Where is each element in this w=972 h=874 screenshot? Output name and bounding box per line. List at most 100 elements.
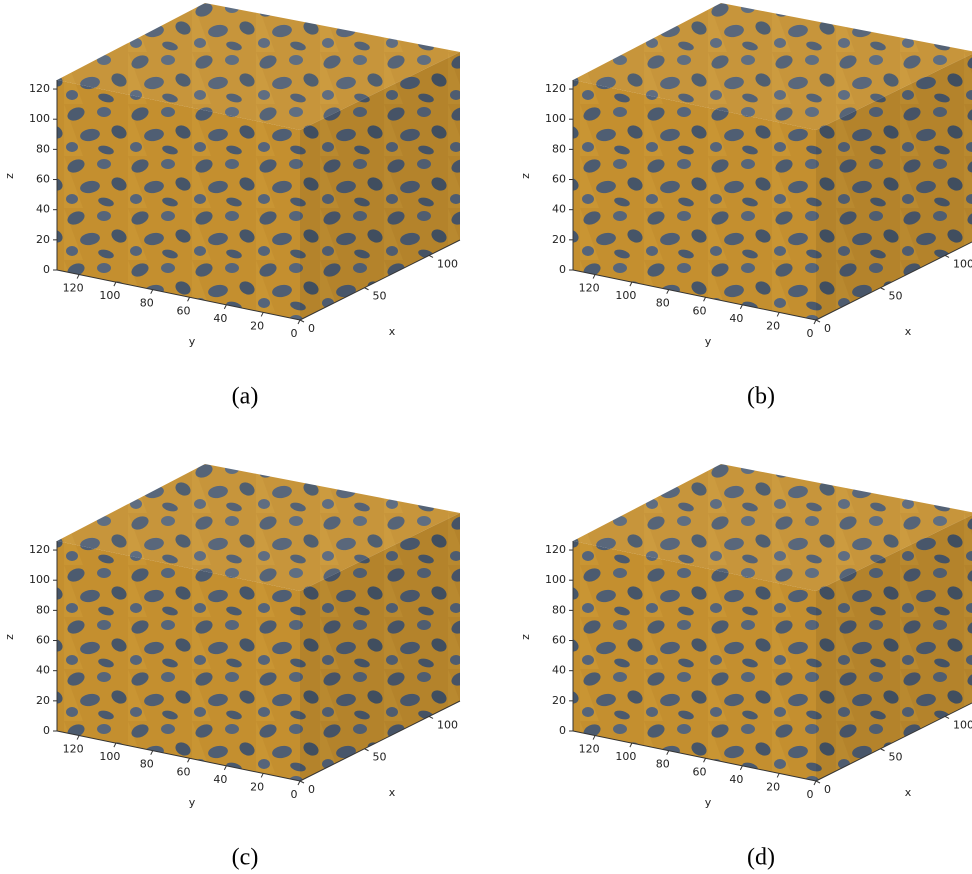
y-tick — [298, 781, 300, 785]
x-tick-label: 100 — [953, 257, 972, 270]
y-tick — [151, 290, 153, 294]
y-tick-label: 20 — [250, 780, 264, 793]
x-tick — [816, 781, 820, 783]
z-tick-label: 40 — [552, 203, 566, 216]
y-tick — [740, 305, 742, 309]
x-tick-label: 0 — [308, 783, 315, 796]
y-tick — [298, 320, 300, 324]
z-axis-label: z — [519, 173, 532, 179]
z-tick-label: 20 — [36, 694, 50, 707]
y-tick — [151, 751, 153, 755]
y-tick — [77, 275, 79, 279]
caption: (a) — [232, 384, 259, 410]
y-tick — [740, 766, 742, 770]
x-tick — [429, 255, 433, 257]
y-tick — [261, 773, 263, 777]
y-tick-label: 100 — [99, 289, 120, 302]
y-axis-label: y — [189, 796, 196, 809]
panel: 020406080100120020406080100120050100zyx(… — [3, 3, 460, 410]
z-tick-label: 80 — [36, 142, 50, 155]
y-tick-label: 60 — [693, 304, 707, 317]
z-tick-label: 80 — [552, 603, 566, 616]
z-tick-label: 100 — [29, 573, 50, 586]
texture-cube — [57, 3, 460, 320]
z-tick-label: 40 — [36, 203, 50, 216]
z-tick-label: 120 — [29, 82, 50, 95]
x-tick — [300, 781, 304, 783]
x-axis-label: x — [905, 325, 912, 338]
y-tick-label: 60 — [693, 765, 707, 778]
y-tick-label: 40 — [729, 312, 743, 325]
x-axis-label: x — [389, 786, 396, 799]
y-tick — [667, 290, 669, 294]
y-tick-label: 20 — [766, 319, 780, 332]
y-tick — [593, 736, 595, 740]
z-tick-label: 0 — [559, 724, 566, 737]
y-axis-label: y — [705, 796, 712, 809]
panel: 020406080100120020406080100120050100zyx(… — [519, 464, 972, 871]
y-tick-label: 100 — [615, 750, 636, 763]
z-tick-label: 60 — [552, 634, 566, 647]
x-tick-label: 100 — [437, 718, 458, 731]
z-tick-label: 20 — [36, 233, 50, 246]
y-tick — [814, 781, 816, 785]
z-tick-label: 60 — [552, 173, 566, 186]
y-tick-label: 40 — [213, 312, 227, 325]
y-tick — [814, 320, 816, 324]
figure: 0 20 40 60 80 100 120 0 20 40 60 80 100 120 0 50 100 z y x (… — [0, 0, 972, 874]
z-tick-label: 0 — [43, 724, 50, 737]
caption: (c) — [232, 845, 259, 871]
x-axis-label: x — [389, 325, 396, 338]
x-tick-label: 50 — [889, 751, 903, 764]
y-tick-label: 120 — [63, 282, 84, 295]
caption: (b) — [747, 384, 775, 410]
y-tick — [77, 736, 79, 740]
y-tick — [630, 282, 632, 286]
y-axis-label: y — [705, 335, 712, 348]
x-tick-label: 100 — [953, 718, 972, 731]
y-tick — [261, 312, 263, 316]
texture-cube — [57, 464, 460, 781]
y-tick — [704, 297, 706, 301]
y-tick-label: 60 — [177, 765, 191, 778]
y-tick-label: 40 — [729, 773, 743, 786]
y-tick — [188, 758, 190, 762]
y-tick — [704, 758, 706, 762]
y-tick-label: 80 — [656, 297, 670, 310]
y-tick — [630, 743, 632, 747]
y-tick — [593, 275, 595, 279]
y-tick-label: 20 — [250, 319, 264, 332]
y-tick-label: 20 — [766, 780, 780, 793]
y-tick-label: 100 — [615, 289, 636, 302]
x-tick-label: 100 — [437, 257, 458, 270]
x-tick — [945, 716, 949, 718]
z-tick-label: 60 — [36, 173, 50, 186]
x-tick-label: 0 — [824, 322, 831, 335]
y-tick-label: 120 — [579, 743, 600, 756]
y-tick-label: 100 — [99, 750, 120, 763]
x-tick — [881, 749, 885, 751]
z-tick-label: 20 — [552, 694, 566, 707]
panel: 020406080100120020406080100120050100zyx(… — [3, 464, 460, 871]
z-tick-label: 40 — [552, 664, 566, 677]
z-axis-label: z — [3, 634, 16, 640]
y-tick-label: 0 — [291, 788, 298, 801]
panel: 020406080100120020406080100120050100zyx(… — [519, 3, 972, 410]
x-tick-label: 0 — [824, 783, 831, 796]
y-tick — [188, 297, 190, 301]
y-tick-label: 80 — [656, 758, 670, 771]
y-tick-label: 0 — [807, 788, 814, 801]
y-tick — [114, 282, 116, 286]
z-tick-label: 100 — [29, 112, 50, 125]
z-tick-label: 20 — [552, 233, 566, 246]
x-tick-label: 50 — [373, 290, 387, 303]
x-tick-label: 0 — [308, 322, 315, 335]
z-axis-label: z — [519, 634, 532, 640]
z-tick-label: 80 — [552, 142, 566, 155]
x-tick — [300, 320, 304, 322]
z-tick-label: 120 — [545, 543, 566, 556]
z-tick-label: 120 — [545, 82, 566, 95]
x-tick — [429, 716, 433, 718]
x-tick-label: 50 — [889, 290, 903, 303]
y-tick — [667, 751, 669, 755]
